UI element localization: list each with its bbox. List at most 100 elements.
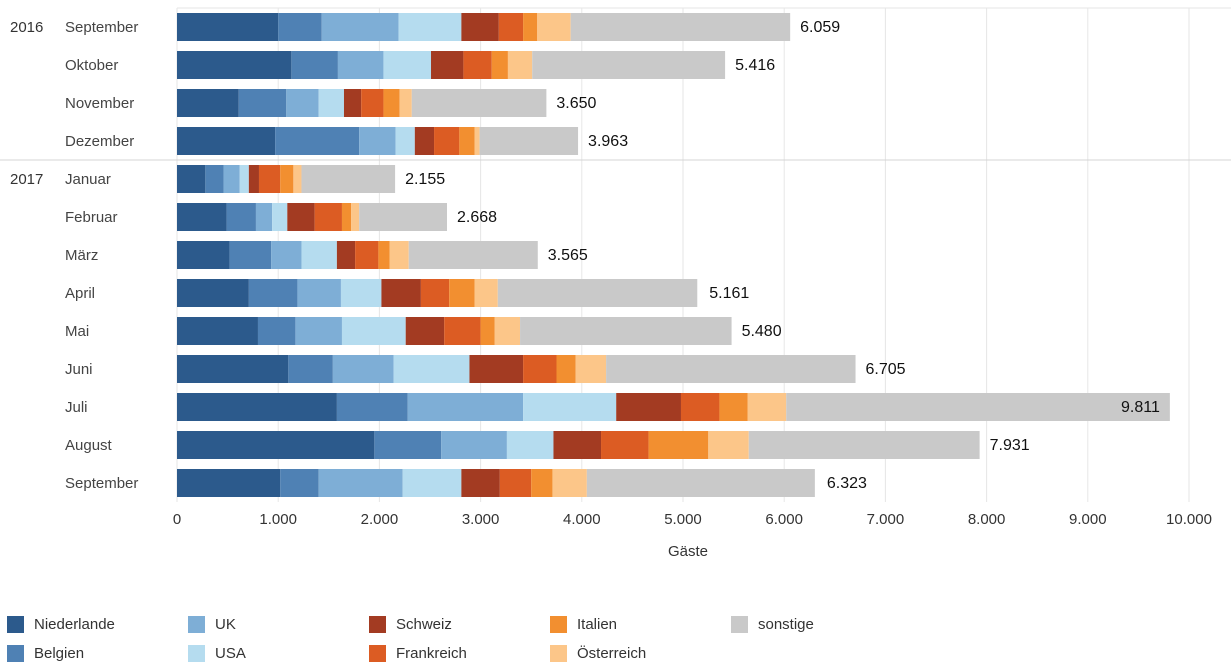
legend-label: sonstige xyxy=(758,615,814,633)
legend-swatch xyxy=(550,644,567,662)
bar-segment-belgien xyxy=(280,469,319,497)
legend-swatch xyxy=(369,615,386,633)
bar-segment-niederlande xyxy=(177,51,292,79)
bar-segment-österreich xyxy=(389,241,409,269)
bar-segment-schweiz xyxy=(336,241,356,269)
bar-segment-italien xyxy=(648,431,709,459)
bar-segment-uk xyxy=(321,13,399,41)
bar-segment-italien xyxy=(449,279,475,307)
bar-segment-sonstige xyxy=(570,13,791,41)
bar-segment-usa xyxy=(523,393,617,421)
bar-segment-frankreich xyxy=(361,89,384,117)
bars: 6.059 5.416 3.650 3.963 2.155 2.668 3.565 5.161… xyxy=(177,13,1170,497)
bar-segment-sonstige xyxy=(359,203,448,231)
bar-segment-schweiz xyxy=(553,431,602,459)
legend-item: Italien xyxy=(550,614,617,634)
category-label: Dezember xyxy=(65,133,134,150)
total-label: 5.480 xyxy=(742,323,782,340)
bar-segment-italien xyxy=(280,165,294,193)
bar-segment-uk xyxy=(359,127,396,155)
bar-segment-belgien xyxy=(288,355,333,383)
bar-segment-uk xyxy=(297,279,341,307)
bar-segment-österreich xyxy=(474,279,498,307)
legend-item: sonstige xyxy=(731,614,814,634)
x-tick-label: 9.000 xyxy=(1069,511,1107,528)
category-label: Februar xyxy=(65,209,118,226)
bar-segment-niederlande xyxy=(177,279,249,307)
legend-label: Italien xyxy=(577,615,618,633)
total-label: 7.931 xyxy=(990,437,1030,454)
bar-segment-belgien xyxy=(257,317,296,345)
total-label: 5.416 xyxy=(735,57,775,74)
legend-swatch xyxy=(7,615,24,633)
bar-segment-uk xyxy=(441,431,507,459)
bar-segment-italien xyxy=(341,203,352,231)
bar-segment-uk xyxy=(271,241,302,269)
bar-segment-belgien xyxy=(336,393,408,421)
bar-segment-österreich xyxy=(494,317,521,345)
year-label: 2016 xyxy=(10,19,43,36)
bar-segment-schweiz xyxy=(469,355,524,383)
category-label: Januar xyxy=(65,171,111,188)
x-tick-label: 1.000 xyxy=(259,511,297,528)
bar-segment-usa xyxy=(272,203,288,231)
total-label: 3.650 xyxy=(556,95,596,112)
bar-segment-belgien xyxy=(229,241,272,269)
bar-segment-niederlande xyxy=(177,127,276,155)
legend-label: Schweiz xyxy=(396,615,452,633)
bar-segment-österreich xyxy=(293,165,302,193)
x-tick-label: 7.000 xyxy=(867,511,905,528)
total-label: 9.811 xyxy=(1121,399,1160,416)
bar-segment-italien xyxy=(719,393,748,421)
legend-label: Frankreich xyxy=(396,644,467,662)
bar-segment-frankreich xyxy=(680,393,720,421)
bar-segment-niederlande xyxy=(177,13,279,41)
bar-segment-belgien xyxy=(278,13,322,41)
bar-segment-usa xyxy=(383,51,432,79)
category-label: Mai xyxy=(65,323,89,340)
bar-segment-sonstige xyxy=(586,469,815,497)
legend-item: Schweiz xyxy=(369,614,452,634)
x-axis: 0 1.000 2.000 3.000 4.000 5.000 6.000 7.000 8.00… xyxy=(173,511,1212,528)
year-label: 2017 xyxy=(10,171,43,188)
legend-item: Niederlande xyxy=(7,614,115,634)
legend-swatch xyxy=(369,644,386,662)
legend-label: UK xyxy=(215,615,236,633)
legend-label: Österreich xyxy=(577,644,647,662)
bar-segment-niederlande xyxy=(177,89,239,117)
bar-segment-österreich xyxy=(575,355,607,383)
bar-segment-italien xyxy=(459,127,475,155)
bar-segment-usa xyxy=(340,279,382,307)
total-label: 5.161 xyxy=(709,285,749,302)
total-label: 3.565 xyxy=(548,247,588,264)
bar-segment-italien xyxy=(556,355,576,383)
category-label: September xyxy=(65,475,138,492)
bar-segment-niederlande xyxy=(177,317,258,345)
bar-segment-frankreich xyxy=(498,13,524,41)
total-label: 6.059 xyxy=(800,19,840,36)
bar-segment-frankreich xyxy=(444,317,481,345)
bar-segment-schweiz xyxy=(431,51,464,79)
bar-segment-belgien xyxy=(275,127,360,155)
legend-label: Belgien xyxy=(34,644,85,662)
legend-swatch xyxy=(731,615,748,633)
category-label: Oktober xyxy=(65,57,118,74)
bar-segment-niederlande xyxy=(177,241,230,269)
x-tick-label: 3.000 xyxy=(462,511,500,528)
legend-label: USA xyxy=(215,644,246,662)
legend-item: Belgien xyxy=(7,643,84,663)
bar-segment-sonstige xyxy=(497,279,698,307)
bar-segment-belgien xyxy=(226,203,256,231)
category-label: März xyxy=(65,247,98,264)
x-tick-label: 4.000 xyxy=(563,511,601,528)
bar-segment-schweiz xyxy=(616,393,681,421)
bar-segment-sonstige xyxy=(411,89,547,117)
legend: Niederlande Belgien UK USA Schweiz Frankreich… xyxy=(0,606,1231,666)
category-labels: 2016 2017 September Oktober November Dezember… xyxy=(10,19,138,492)
bar-segment-frankreich xyxy=(434,127,460,155)
bar-segment-uk xyxy=(255,203,273,231)
legend-item: Frankreich xyxy=(369,643,467,663)
stacked-bar-chart: 6.059 5.416 3.650 3.963 2.155 2.668 3.565 5.161… xyxy=(0,7,1231,560)
x-tick-label: 0 xyxy=(173,511,181,528)
bar-segment-schweiz xyxy=(461,469,500,497)
